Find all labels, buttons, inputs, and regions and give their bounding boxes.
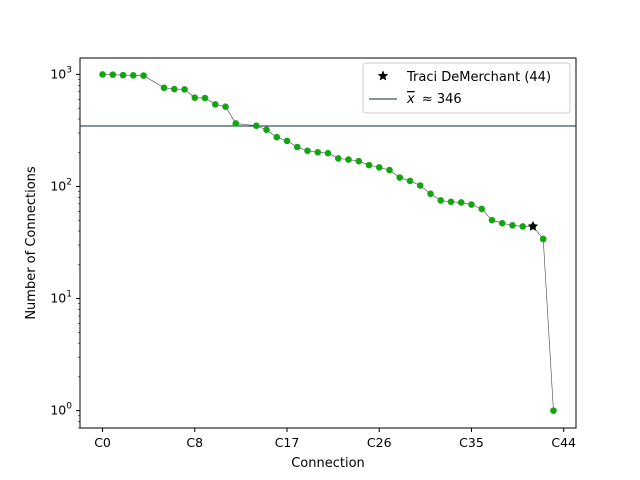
data-point xyxy=(314,148,322,156)
legend-label-highlight: Traci DeMerchant (44) xyxy=(406,70,551,85)
data-point xyxy=(181,86,188,93)
data-point xyxy=(201,94,209,102)
data-point xyxy=(345,156,352,163)
data-point xyxy=(478,205,486,213)
data-point xyxy=(119,71,127,79)
data-point xyxy=(283,137,291,145)
data-point xyxy=(304,147,311,155)
data-point xyxy=(375,164,383,171)
plot-area xyxy=(80,71,576,414)
data-point xyxy=(437,197,445,204)
highlight-star xyxy=(527,220,539,232)
axes-frame xyxy=(79,57,577,429)
data-point xyxy=(396,174,404,181)
data-point xyxy=(324,149,332,157)
data-point xyxy=(416,182,424,189)
legend-star-marker xyxy=(377,70,389,81)
data-point xyxy=(365,161,373,169)
x-tick-label: C44 xyxy=(551,435,576,450)
y-tick-label: 103 xyxy=(50,65,72,81)
legend-label-mean: x ≈ 346 xyxy=(406,92,462,107)
data-point xyxy=(355,157,363,165)
x-tick-label: C17 xyxy=(275,435,300,450)
data-point xyxy=(99,71,106,78)
legend: Traci DeMerchant (44) x ≈ 346 xyxy=(362,62,571,114)
data-point xyxy=(222,103,229,110)
data-point xyxy=(129,72,137,79)
legend-box xyxy=(362,62,571,114)
x-tick-label: C8 xyxy=(186,435,203,450)
data-point xyxy=(263,126,270,134)
data-point xyxy=(468,201,475,208)
legend-mean-symbol: x xyxy=(406,92,415,107)
data-point xyxy=(293,143,301,151)
data-point xyxy=(539,235,547,243)
x-tick-label: C0 xyxy=(94,435,111,450)
legend-mean-text: ≈ 346 xyxy=(422,92,462,107)
axis-ticks: C0 C8 C17 C26 C35 C44 100 101 102 103 xyxy=(50,65,576,450)
data-point xyxy=(447,198,455,206)
data-point xyxy=(273,133,281,141)
data-point xyxy=(550,407,557,414)
x-axis-label: Connection xyxy=(291,456,365,471)
data-point xyxy=(427,190,434,198)
y-tick-label: 102 xyxy=(50,177,72,193)
x-tick-label: C35 xyxy=(459,435,484,450)
data-point xyxy=(498,219,506,227)
data-point xyxy=(488,216,496,224)
data-point xyxy=(386,166,393,174)
data-point xyxy=(457,199,465,206)
data-point xyxy=(232,120,240,127)
data-point xyxy=(140,72,147,79)
data-point xyxy=(406,177,414,185)
data-point xyxy=(519,223,527,230)
data-point xyxy=(509,222,516,229)
data-point xyxy=(160,84,168,92)
data-point xyxy=(252,122,260,130)
y-tick-label: 100 xyxy=(50,402,72,418)
data-point xyxy=(109,71,117,78)
data-point xyxy=(191,94,199,101)
x-tick-label: C26 xyxy=(367,435,392,450)
data-point xyxy=(334,155,342,162)
data-point xyxy=(211,101,219,108)
y-tick-label: 101 xyxy=(50,290,72,306)
y-axis-label: Number of Connections xyxy=(24,166,39,320)
data-point xyxy=(170,85,178,93)
